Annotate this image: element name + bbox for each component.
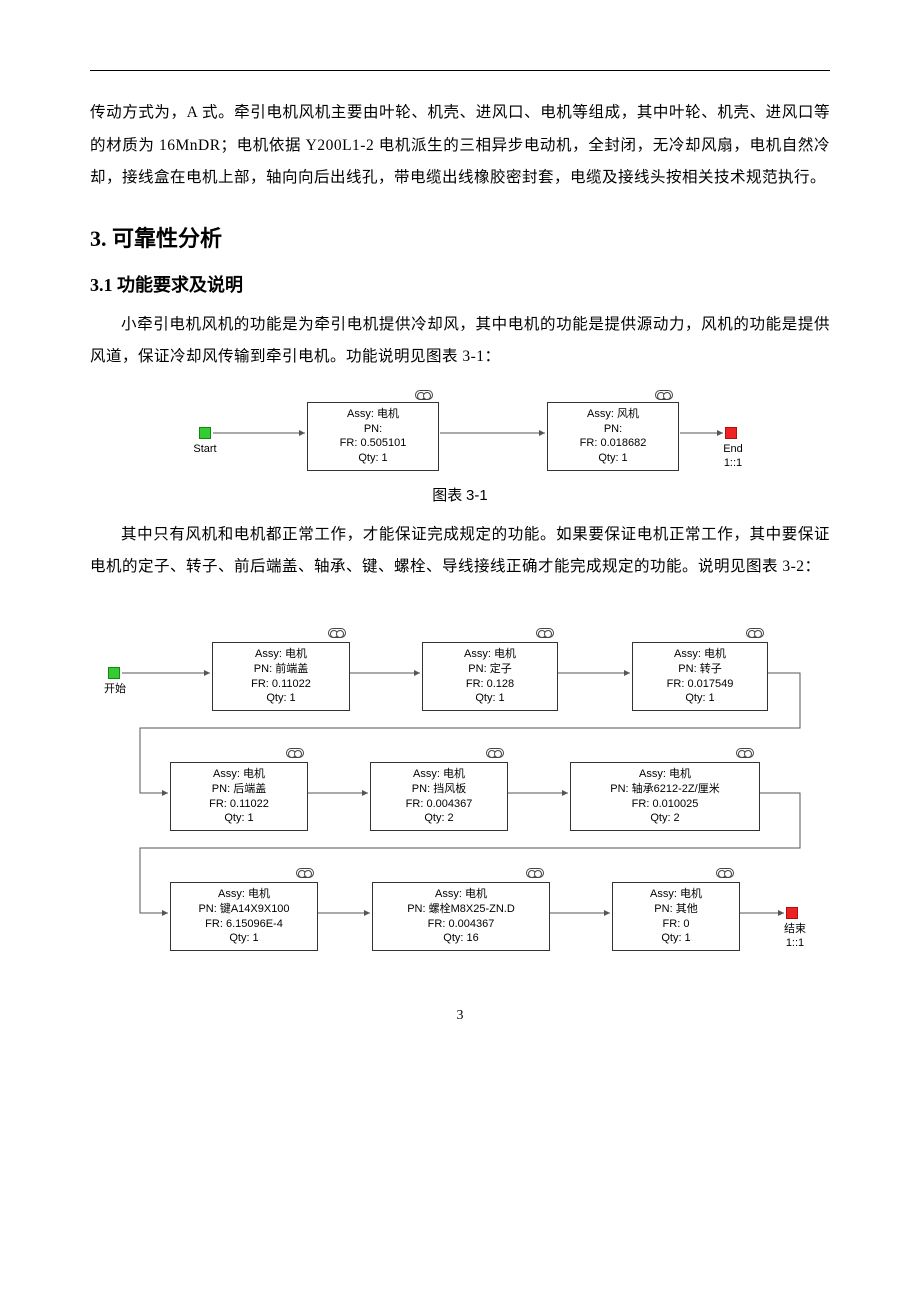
box-line: PN: 其他 <box>619 902 733 917</box>
link-icon <box>746 628 764 638</box>
link-icon <box>716 868 734 878</box>
page-number: 3 <box>90 1008 830 1024</box>
end-node-icon <box>725 427 737 439</box>
start-label: 开始 <box>100 682 130 696</box>
box-line: Assy: 电机 <box>619 887 733 902</box>
paragraph-2: 小牵引电机风机的功能是为牵引电机提供冷却风，其中电机的功能是提供源动力，风机的功… <box>90 309 830 374</box>
d1-box-motor: Assy: 电机 PN: FR: 0.505101 Qty: 1 <box>307 402 439 471</box>
link-icon <box>655 390 673 400</box>
start-node-icon <box>199 427 211 439</box>
box-line: Qty: 1 <box>219 691 343 706</box>
caption-3-1: 图表 3-1 <box>90 484 830 505</box>
heading-number: 3. <box>90 226 107 251</box>
box-line: Qty: 2 <box>377 811 501 826</box>
end-label-line: 结束 <box>778 922 812 936</box>
link-icon <box>486 748 504 758</box>
box-line: FR: 0.017549 <box>639 677 761 692</box>
box-line: Assy: 电机 <box>577 767 753 782</box>
box-line: Qty: 16 <box>379 931 543 946</box>
box-line: PN: 后端盖 <box>177 782 301 797</box>
box-line: Qty: 1 <box>314 451 432 466</box>
d2-box-rear-cover: Assy: 电机 PN: 后端盖 FR: 0.11022 Qty: 1 <box>170 762 308 831</box>
d1-box-fan: Assy: 风机 PN: FR: 0.018682 Qty: 1 <box>547 402 679 471</box>
box-line: Qty: 1 <box>554 451 672 466</box>
box-line: PN: 定子 <box>429 662 551 677</box>
box-line: Assy: 电机 <box>177 767 301 782</box>
heading-text: 功能要求及说明 <box>117 275 243 295</box>
box-line: Qty: 1 <box>429 691 551 706</box>
d2-box-baffle: Assy: 电机 PN: 挡风板 FR: 0.004367 Qty: 2 <box>370 762 508 831</box>
box-line: FR: 0.004367 <box>379 917 543 932</box>
heading-section-3-1: 3.1 功能要求及说明 <box>90 271 830 297</box>
caption-prefix: 图表 <box>432 488 462 504</box>
box-line: Assy: 风机 <box>554 407 672 422</box>
heading-text: 可靠性分析 <box>112 226 222 251</box>
box-line: Assy: 电机 <box>379 887 543 902</box>
box-line: FR: 6.15096E-4 <box>177 917 311 932</box>
box-line: Assy: 电机 <box>219 647 343 662</box>
box-line: Assy: 电机 <box>377 767 501 782</box>
box-line: FR: 0.505101 <box>314 436 432 451</box>
box-line: Qty: 1 <box>177 931 311 946</box>
diagram-3-2: 开始 Assy: 电机 PN: 前端盖 FR: 0.11022 Qty: 1 A… <box>100 598 820 978</box>
d2-box-other: Assy: 电机 PN: 其他 FR: 0 Qty: 1 <box>612 882 740 951</box>
end-label: 结束 1::1 <box>778 922 812 951</box>
link-icon <box>736 748 754 758</box>
box-line: Qty: 1 <box>619 931 733 946</box>
d2-box-bolt: Assy: 电机 PN: 螺栓M8X25-ZN.D FR: 0.004367 Q… <box>372 882 550 951</box>
end-label-line: End <box>715 442 751 456</box>
link-icon <box>536 628 554 638</box>
box-line: PN: 转子 <box>639 662 761 677</box>
box-line: Assy: 电机 <box>639 647 761 662</box>
paragraph-3: 其中只有风机和电机都正常工作，才能保证完成规定的功能。如果要保证电机正常工作，其… <box>90 519 830 584</box>
link-icon <box>328 628 346 638</box>
end-label-line: 1::1 <box>778 936 812 950</box>
box-line: FR: 0.128 <box>429 677 551 692</box>
start-node-icon <box>108 667 120 679</box>
box-line: PN: 挡风板 <box>377 782 501 797</box>
heading-section-3: 3. 可靠性分析 <box>90 221 830 253</box>
d2-box-stator: Assy: 电机 PN: 定子 FR: 0.128 Qty: 1 <box>422 642 558 711</box>
d2-box-rotor: Assy: 电机 PN: 转子 FR: 0.017549 Qty: 1 <box>632 642 768 711</box>
paragraph-1: 传动方式为，A 式。牵引电机风机主要由叶轮、机壳、进风口、电机等组成，其中叶轮、… <box>90 97 830 195</box>
box-line: PN: 螺栓M8X25-ZN.D <box>379 902 543 917</box>
caption-number: 3-1 <box>466 487 488 504</box>
box-line: FR: 0.11022 <box>219 677 343 692</box>
box-line: Assy: 电机 <box>177 887 311 902</box>
link-icon <box>415 390 433 400</box>
box-line: Assy: 电机 <box>314 407 432 422</box>
diagram-3-1: Start Assy: 电机 PN: FR: 0.505101 Qty: 1 A… <box>175 388 745 478</box>
d2-box-front-cover: Assy: 电机 PN: 前端盖 FR: 0.11022 Qty: 1 <box>212 642 350 711</box>
box-line: Qty: 2 <box>577 811 753 826</box>
end-label: End 1::1 <box>715 442 751 471</box>
d2-box-bearing: Assy: 电机 PN: 轴承6212-2Z/厘米 FR: 0.010025 Q… <box>570 762 760 831</box>
box-line: Assy: 电机 <box>429 647 551 662</box>
box-line: PN: 前端盖 <box>219 662 343 677</box>
box-line: FR: 0.018682 <box>554 436 672 451</box>
box-line: PN: 键A14X9X100 <box>177 902 311 917</box>
header-rule <box>90 70 830 71</box>
link-icon <box>526 868 544 878</box>
d2-box-key: Assy: 电机 PN: 键A14X9X100 FR: 6.15096E-4 Q… <box>170 882 318 951</box>
end-label-line: 1::1 <box>715 456 751 470</box>
box-line: Qty: 1 <box>177 811 301 826</box>
box-line: Qty: 1 <box>639 691 761 706</box>
heading-number: 3.1 <box>90 275 113 295</box>
end-node-icon <box>786 907 798 919</box>
box-line: FR: 0.010025 <box>577 797 753 812</box>
box-line: PN: <box>554 422 672 437</box>
box-line: FR: 0.11022 <box>177 797 301 812</box>
box-line: FR: 0.004367 <box>377 797 501 812</box>
start-label: Start <box>185 442 225 456</box>
link-icon <box>296 868 314 878</box>
box-line: FR: 0 <box>619 917 733 932</box>
link-icon <box>286 748 304 758</box>
box-line: PN: 轴承6212-2Z/厘米 <box>577 782 753 797</box>
box-line: PN: <box>314 422 432 437</box>
